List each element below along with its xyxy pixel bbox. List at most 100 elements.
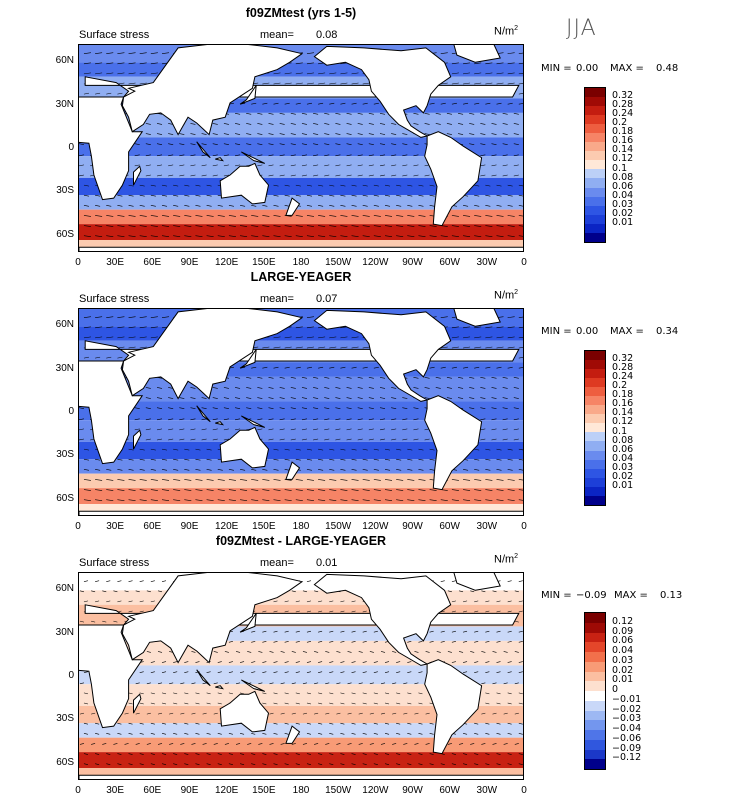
stress-arrow [201,154,207,157]
stress-arrow [481,743,486,745]
stress-arrow [340,448,346,451]
stress-arrow [284,763,289,765]
continent-outline [285,461,301,480]
stress-arrow [295,336,303,339]
stress-arrow [502,407,508,409]
stress-arrow [362,692,367,695]
stress-arrow [95,225,103,227]
stress-arrow [290,428,296,431]
stress-arrow [458,590,464,593]
stress-arrow [145,154,151,157]
field-band [79,705,523,724]
stress-arrow [351,641,356,643]
stress-arrow [134,407,140,409]
continent-outline [121,573,304,664]
stress-arrow [507,610,512,613]
stress-arrow [258,651,263,653]
stress-arrow [295,753,300,755]
stress-arrow [413,154,419,157]
stress-arrow [212,174,218,177]
stress-arrow [273,641,278,643]
stress-arrow [480,428,486,431]
stress-arrow [117,225,125,227]
stress-arrow [168,407,174,409]
stress-arrow [518,610,523,613]
stress-arrow [213,682,218,685]
max-label: MAX = [614,590,648,601]
stress-arrow [425,712,430,715]
stress-arrow [239,733,245,735]
stress-arrow [340,600,345,603]
stress-arrow [217,205,223,207]
stress-arrow [306,458,313,461]
stress-arrow [329,489,337,491]
stress-arrow [217,661,222,663]
stress-arrow [284,610,289,613]
stress-arrow [474,62,482,65]
stress-arrow [373,722,378,725]
stress-arrow [234,143,241,145]
stress-arrow [128,733,133,735]
stress-arrow [314,712,319,715]
stress-arrow [418,235,426,237]
stress-arrow [340,499,348,501]
lon-tick-label: 180 [292,521,310,532]
stress-arrow [95,205,101,207]
stress-arrow [95,215,103,217]
stress-arrow [206,692,211,695]
stress-arrow [373,205,379,207]
variable-label: Surface stress [79,557,150,569]
stress-arrow [491,164,497,167]
stress-arrow [313,407,319,409]
stress-arrow [496,733,501,735]
stress-arrow [480,143,486,145]
stress-arrow [295,102,301,105]
stress-arrow [351,205,357,207]
stress-arrow [329,346,337,349]
stress-arrow [469,123,475,125]
stress-arrow [128,336,136,339]
stress-arrow [470,743,475,745]
stress-arrow [257,428,263,431]
stress-arrow [206,479,214,481]
colorbar-swatch [585,414,605,424]
stress-arrow [284,346,292,349]
stress-arrow [269,682,274,685]
stress-arrow [396,702,401,705]
lon-tick-label: 0 [75,785,81,796]
stress-arrow [379,164,386,167]
stress-arrow [513,387,519,389]
colorbar-swatch [585,351,605,361]
stress-arrow [206,722,211,725]
stress-arrow [279,113,285,115]
stress-arrow [329,702,334,705]
colorbar-swatch [585,115,605,125]
stress-arrow [402,154,408,157]
stress-arrow [128,469,134,471]
stress-arrow [429,366,435,369]
stress-arrow [284,722,289,725]
stress-arrow [223,143,229,145]
stress-arrow [106,235,114,237]
stress-arrow [407,235,415,237]
stress-arrow [318,205,324,207]
stress-arrow [295,641,300,643]
stress-arrow [128,316,136,318]
stress-arrow [369,651,374,653]
stress-arrow [135,743,140,745]
stress-arrow [251,489,259,491]
stress-arrow [124,712,129,715]
stress-arrow [379,387,386,389]
stress-arrow [83,448,90,451]
stress-arrow [496,225,504,227]
stress-arrow [313,438,319,441]
stress-arrow [518,103,523,105]
stress-arrow [373,215,381,217]
stress-arrow [262,733,267,735]
stress-arrow [407,763,412,765]
stress-arrow [480,387,486,389]
lat-tick-label: 60S [56,756,74,768]
stress-arrow [156,418,163,421]
stress-arrow [424,397,430,399]
stress-arrow [212,133,218,135]
